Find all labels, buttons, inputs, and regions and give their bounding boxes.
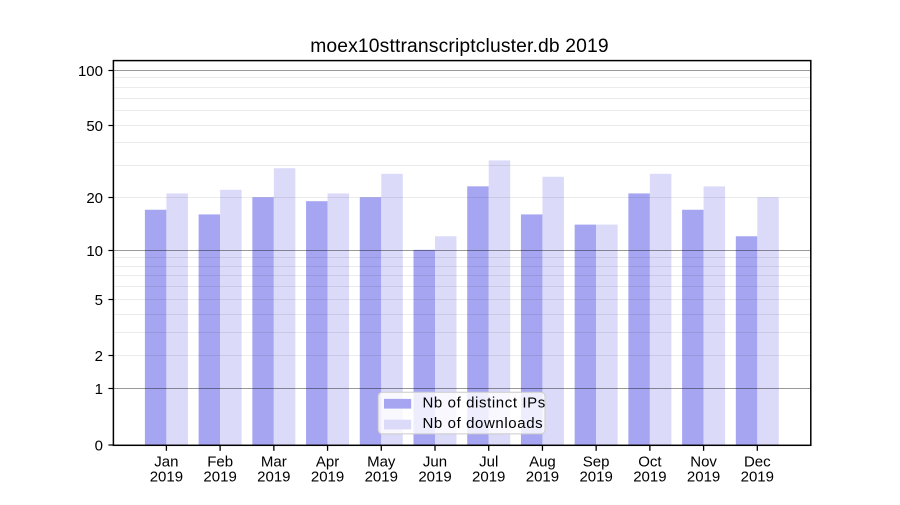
svg-text:0: 0 (95, 437, 103, 454)
svg-text:Sep: Sep (583, 453, 610, 470)
svg-text:2019: 2019 (150, 469, 183, 486)
svg-text:Aug: Aug (529, 453, 556, 470)
svg-text:Apr: Apr (316, 453, 339, 470)
svg-text:moex10sttranscriptcluster.db 2: moex10sttranscriptcluster.db 2019 (310, 36, 609, 57)
svg-text:Nov: Nov (690, 453, 717, 470)
svg-text:May: May (367, 453, 396, 470)
svg-text:Mar: Mar (261, 453, 287, 470)
svg-text:2019: 2019 (418, 469, 451, 486)
svg-text:2019: 2019 (257, 469, 290, 486)
svg-text:Jul: Jul (479, 453, 498, 470)
svg-text:Feb: Feb (207, 453, 233, 470)
svg-text:Jan: Jan (154, 453, 178, 470)
svg-text:Jun: Jun (423, 453, 447, 470)
svg-text:Nb of distinct IPs: Nb of distinct IPs (423, 395, 546, 412)
svg-text:2019: 2019 (633, 469, 666, 486)
svg-text:20: 20 (86, 190, 103, 207)
svg-text:2019: 2019 (311, 469, 344, 486)
svg-text:2019: 2019 (203, 469, 236, 486)
svg-text:100: 100 (78, 63, 103, 80)
svg-text:10: 10 (86, 243, 103, 260)
svg-text:Dec: Dec (744, 453, 771, 470)
svg-text:50: 50 (86, 118, 103, 135)
svg-text:2019: 2019 (526, 469, 559, 486)
svg-text:Oct: Oct (638, 453, 662, 470)
svg-text:2019: 2019 (472, 469, 505, 486)
svg-text:2019: 2019 (687, 469, 720, 486)
svg-text:5: 5 (95, 292, 103, 309)
svg-text:2019: 2019 (579, 469, 612, 486)
svg-text:Nb of downloads: Nb of downloads (423, 415, 544, 432)
svg-text:1: 1 (95, 381, 103, 398)
svg-text:2: 2 (95, 348, 103, 365)
svg-text:2019: 2019 (741, 469, 774, 486)
svg-text:2019: 2019 (365, 469, 398, 486)
